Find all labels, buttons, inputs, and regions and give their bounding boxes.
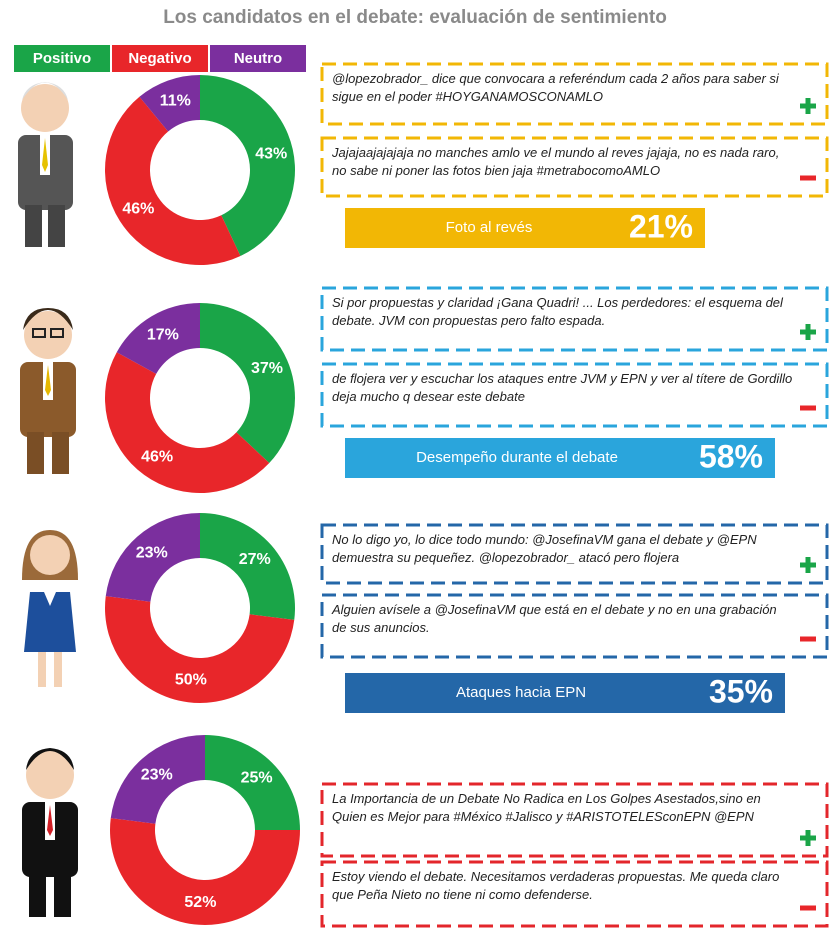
tweet-wrap: Alguien avísele a @JosefinaVM que está e… <box>332 602 777 635</box>
banner <box>345 208 705 248</box>
plus-icon <box>805 830 811 846</box>
donut-segment <box>116 303 200 374</box>
donut-segment <box>110 818 300 925</box>
data-label: 46% <box>122 200 154 217</box>
tweet-box <box>320 593 829 659</box>
data-label: 17% <box>147 326 179 343</box>
tweet-wrap: La Importancia de un Debate No Radica en… <box>332 791 761 824</box>
character-4 <box>22 748 78 917</box>
banner-value: 58% <box>699 438 763 474</box>
tweet-wrap: Si por propuestas y claridad ¡Gana Quadr… <box>332 295 783 328</box>
tweet-box <box>320 286 829 352</box>
tweet-text: @lopezobrador_ dice que convocara a refe… <box>332 71 779 104</box>
banner <box>345 438 775 478</box>
tweet-text: Alguien avísele a @JosefinaVM que está e… <box>332 602 777 635</box>
legend-label: Neutro <box>234 50 282 67</box>
data-label: 11% <box>160 93 191 110</box>
donut-segment <box>200 513 295 620</box>
tweet-box <box>320 136 829 198</box>
donut-segment <box>139 75 200 132</box>
data-label: 43% <box>255 145 287 162</box>
tweet-wrap: @lopezobrador_ dice que convocara a refe… <box>332 71 779 104</box>
tweet-text: Jajajaajajajaja no manches amlo ve el mu… <box>332 145 780 178</box>
data-label: 52% <box>184 894 216 911</box>
data-label: 23% <box>136 544 168 561</box>
minus-icon <box>800 175 816 181</box>
data-label: 23% <box>141 766 173 783</box>
minus-icon <box>800 405 816 411</box>
tweet-text: La Importancia de un Debate No Radica en… <box>332 791 761 824</box>
donut-segment <box>104 96 241 266</box>
donut-segment <box>200 75 295 256</box>
data-label: 27% <box>239 551 271 568</box>
title: Los candidatos en el debate: evaluación … <box>163 7 667 28</box>
minus-icon <box>800 636 816 642</box>
tweet-box <box>320 860 829 928</box>
donut-segment <box>104 352 270 494</box>
banner-value: 35% <box>709 673 773 709</box>
legend-swatch <box>112 45 208 72</box>
tweet-text: de flojera ver y escuchar los ataques en… <box>332 371 793 404</box>
plus-icon <box>805 557 811 573</box>
banner-label: Ataques hacia EPN <box>456 684 586 701</box>
banner-label: Foto al revés <box>446 219 533 236</box>
character-2 <box>20 308 76 474</box>
banner-value: 21% <box>629 208 693 244</box>
tweet-box <box>320 362 829 428</box>
data-label: 37% <box>251 360 283 377</box>
tweet-text: No lo digo yo, lo dice todo mundo: @Jose… <box>332 532 757 565</box>
donut-segment <box>104 596 295 703</box>
data-label: 46% <box>141 448 173 465</box>
minus-icon <box>800 905 816 911</box>
banner <box>345 673 785 713</box>
tweet-wrap: No lo digo yo, lo dice todo mundo: @Jose… <box>332 532 757 565</box>
donut-segment <box>105 513 200 602</box>
donut-segment <box>200 303 295 464</box>
data-label: 25% <box>241 770 273 787</box>
donut-segment <box>110 735 205 824</box>
plus-icon <box>805 324 811 340</box>
donut-segment <box>205 735 300 830</box>
tweet-wrap: de flojera ver y escuchar los ataques en… <box>332 371 793 404</box>
legend-label: Negativo <box>128 50 191 67</box>
legend-swatch <box>210 45 306 72</box>
character-3 <box>22 530 78 687</box>
data-label: 50% <box>175 672 207 689</box>
tweet-wrap: Jajajaajajajaja no manches amlo ve el mu… <box>332 145 780 178</box>
tweet-text: Estoy viendo el debate. Necesitamos verd… <box>332 869 780 902</box>
plus-icon <box>805 98 811 114</box>
tweet-wrap: Estoy viendo el debate. Necesitamos verd… <box>332 869 780 902</box>
tweet-text: Si por propuestas y claridad ¡Gana Quadr… <box>332 295 783 328</box>
character-1 <box>18 82 73 247</box>
legend-swatch <box>14 45 110 72</box>
legend-label: Positivo <box>33 50 91 67</box>
tweet-box <box>320 62 829 126</box>
tweet-box <box>320 523 829 585</box>
tweet-box <box>320 782 829 858</box>
banner-label: Desempeño durante el debate <box>416 449 618 466</box>
